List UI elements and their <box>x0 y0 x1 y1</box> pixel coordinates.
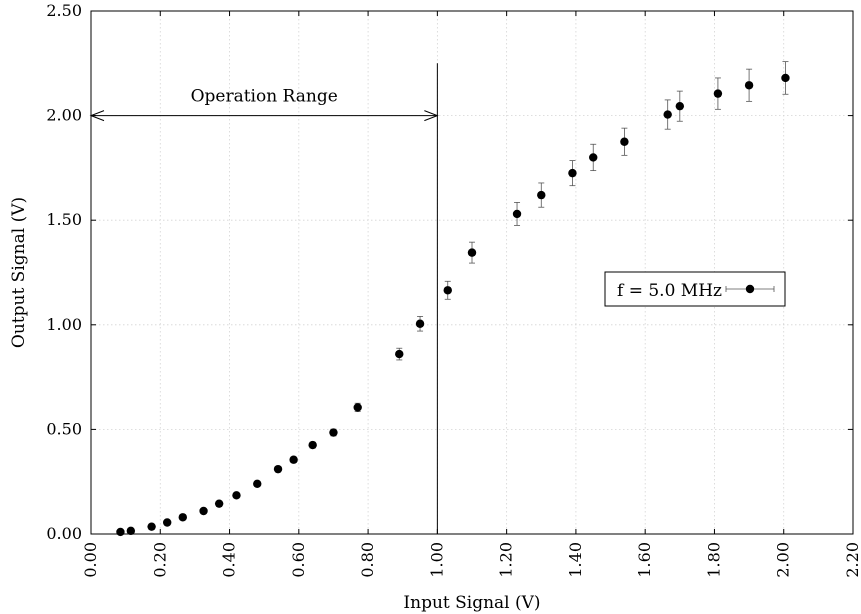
data-point <box>781 73 790 83</box>
y-tick-label: 0.50 <box>46 419 82 438</box>
data-point <box>663 110 672 119</box>
y-tick-label: 1.50 <box>46 210 82 229</box>
data-point <box>126 526 136 536</box>
data-point <box>116 527 125 537</box>
plot-frame <box>90 10 854 535</box>
y-tick-label: 2.50 <box>46 1 82 20</box>
data-point <box>199 506 208 516</box>
legend-marker <box>745 284 755 294</box>
x-tick-label: 1.40 <box>566 542 585 578</box>
x-tick-label: 2.00 <box>774 542 793 578</box>
axis-ticks: 0.00 0.20 0.40 0.60 0.80 1.00 1.20 1.40 1.60 1.80… <box>46 1 861 578</box>
legend-entry-label: f = 5.0 MHz <box>617 281 722 301</box>
data-point <box>308 440 317 450</box>
y-tick-label: 0.00 <box>46 524 82 543</box>
x-tick-label: 0.60 <box>289 542 308 578</box>
legend: f = 5.0 MHz <box>604 271 786 307</box>
y-tick-label: 1.00 <box>46 315 82 334</box>
range-arrow-head-left <box>89 110 105 122</box>
data-point <box>744 81 754 90</box>
data-points <box>116 61 790 537</box>
data-point <box>415 319 425 328</box>
data-point <box>214 499 224 508</box>
x-tick-label: 2.20 <box>843 542 861 578</box>
data-point <box>147 522 156 531</box>
data-point <box>512 209 522 219</box>
data-point <box>467 248 477 257</box>
data-point <box>178 513 187 522</box>
data-point <box>353 403 362 412</box>
x-tick-label: 0.40 <box>220 542 239 578</box>
data-point <box>163 518 172 527</box>
data-point <box>568 168 577 178</box>
data-point <box>443 286 452 295</box>
data-point <box>620 137 629 146</box>
x-tick-label: 0.20 <box>150 542 169 578</box>
data-point <box>675 101 685 111</box>
y-axis-label: Output Signal (V) <box>9 197 29 348</box>
data-point <box>289 455 298 464</box>
x-axis-label: Input Signal (V) <box>403 593 540 613</box>
data-point <box>329 428 338 437</box>
data-point <box>589 153 598 162</box>
y-tick-label: 2.00 <box>46 106 82 125</box>
x-tick-label: 0.80 <box>358 542 377 578</box>
data-point <box>253 479 262 488</box>
operation-range-annotation: Operation Range <box>89 63 439 534</box>
annotation-label: Operation Range <box>191 87 338 107</box>
data-point <box>395 349 404 359</box>
x-tick-label: 1.60 <box>635 542 654 578</box>
x-tick-label: 1.20 <box>497 542 516 578</box>
x-tick-label: 1.00 <box>427 542 446 578</box>
range-arrow-head-right <box>424 110 439 122</box>
data-point <box>713 89 723 98</box>
data-point <box>232 491 241 500</box>
data-point <box>537 190 546 200</box>
x-tick-label: 0.00 <box>81 542 100 578</box>
x-tick-label: 1.80 <box>704 542 723 578</box>
data-point <box>273 464 283 474</box>
